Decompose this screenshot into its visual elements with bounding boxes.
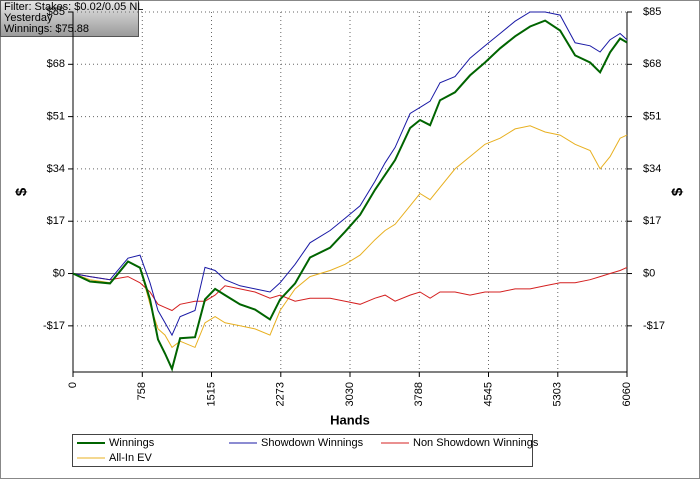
y2-tick-label: -$17	[643, 320, 665, 332]
legend	[72, 434, 533, 467]
series-line	[72, 125, 628, 349]
x-tick-label: 5303	[552, 382, 564, 406]
y-axis-label: $	[13, 187, 30, 196]
series-line	[72, 11, 628, 337]
y2-tick-label: $17	[643, 215, 661, 227]
x-axis-label: Hands	[330, 412, 370, 427]
y-tick-label: $68	[47, 58, 65, 70]
legend-label: All-In EV	[109, 452, 152, 464]
x-tick-label: 3030	[344, 382, 356, 406]
series-line	[72, 266, 628, 312]
x-tick-label: 758	[136, 382, 148, 400]
series-line	[72, 19, 628, 372]
y-tick-label: $17	[47, 215, 65, 227]
y2-tick-label: $34	[643, 163, 661, 175]
x-tick-label: 0	[67, 382, 79, 388]
y2-tick-label: $85	[643, 6, 661, 18]
filter-text: Filter: Stakes: $0.02/0.05 NL	[4, 1, 143, 13]
legend-label: Non Showdown Winnings	[413, 437, 539, 449]
x-tick-label: 2273	[275, 382, 287, 406]
y2-tick-label: $68	[643, 58, 661, 70]
x-tick-label: 4545	[482, 382, 494, 406]
filter-box	[0, 0, 139, 37]
y-tick-label: $85	[47, 6, 65, 18]
filter-text: Winnings: $75.88	[4, 23, 89, 35]
y-tick-label: $34	[47, 163, 65, 175]
y-tick-label: $0	[53, 267, 65, 279]
y-tick-label: $51	[47, 111, 65, 123]
y2-axis-label: $	[669, 187, 686, 196]
y2-tick-label: $0	[643, 267, 655, 279]
x-tick-label: 6060	[621, 382, 633, 406]
y-tick-label: -$17	[43, 320, 65, 332]
x-tick-label: 3788	[413, 382, 425, 406]
legend-label: Winnings	[109, 437, 155, 449]
y2-tick-label: $51	[643, 111, 661, 123]
filter-text: Yesterday	[4, 12, 53, 24]
x-tick-label: 1515	[205, 382, 217, 406]
legend-label: Showdown Winnings	[261, 437, 364, 449]
